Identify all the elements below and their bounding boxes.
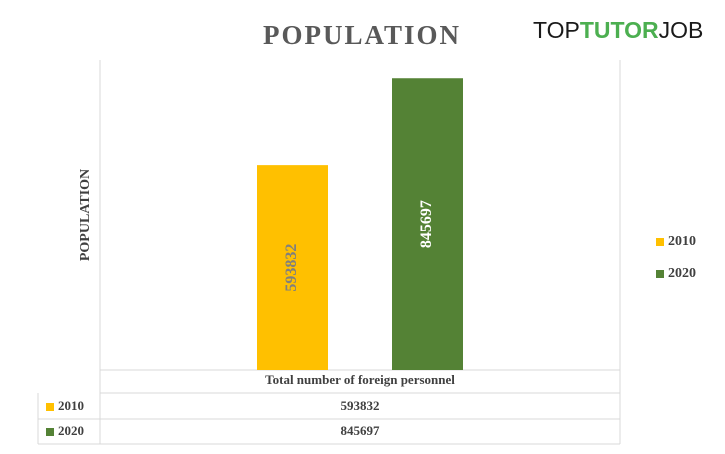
table-series-name: 2010 <box>58 398 84 413</box>
legend-key <box>656 270 664 278</box>
data-label: 593832 <box>283 244 300 292</box>
y-axis-label: POPULATION <box>78 169 93 261</box>
legend-label: 2010 <box>668 234 696 249</box>
table-series-name: 2020 <box>58 423 84 438</box>
logo-part: TUTOR <box>580 17 659 43</box>
bar <box>392 78 463 371</box>
chart-title: POPULATION <box>263 20 461 50</box>
table-value: 845697 <box>341 423 381 438</box>
table-legend-key <box>46 403 54 411</box>
data-label: 845697 <box>418 200 435 248</box>
logo-part: JOB <box>659 17 704 43</box>
table-value: 593832 <box>341 398 380 413</box>
logo-part: TOP <box>533 17 580 43</box>
bar <box>257 165 328 370</box>
legend-key <box>656 238 664 246</box>
logo: TOPTUTORJOB <box>533 17 703 43</box>
legend-label: 2020 <box>668 266 696 281</box>
x-tick-label: Total number of foreign personnel <box>265 372 455 387</box>
table-legend-key <box>46 428 54 436</box>
